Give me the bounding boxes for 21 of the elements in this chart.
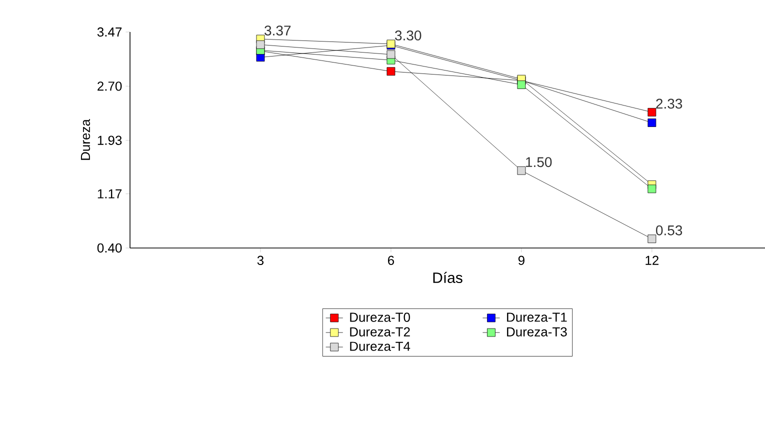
data-label: 3.30 <box>395 30 422 40</box>
y-tick-label: 3.47 <box>97 27 122 37</box>
data-label: 0.53 <box>656 225 682 236</box>
x-tick-label: 12 <box>646 256 658 265</box>
data-label: 3.37 <box>264 26 291 36</box>
legend-label: Dureza-T4 <box>350 342 410 351</box>
y-tick-label: 1.17 <box>98 189 122 198</box>
data-label: 2.33 <box>656 98 682 109</box>
x-axis-title: Días <box>433 272 462 284</box>
y-tick-label: 2.70 <box>98 82 122 91</box>
legend-label: Dureza-T1 <box>507 312 567 322</box>
legend-label: Dureza-T2 <box>350 327 410 336</box>
legend-label: Dureza-T3 <box>507 327 567 336</box>
y-axis-title: Dureza <box>80 119 90 160</box>
x-tick-label: 9 <box>518 256 524 265</box>
legend-label: Dureza-T0 <box>350 312 410 322</box>
x-tick-label: 6 <box>388 256 394 265</box>
y-tick-label: 1.93 <box>98 136 122 145</box>
y-tick-label: 0.40 <box>97 243 122 253</box>
x-tick-label: 3 <box>257 256 264 265</box>
data-label: 1.50 <box>526 157 552 168</box>
